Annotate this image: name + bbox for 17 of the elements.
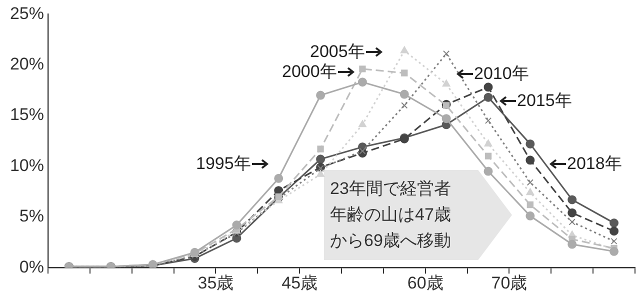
- series-label: 2005年: [310, 41, 365, 63]
- y-tick-label: 25%: [10, 4, 44, 23]
- x-tick-label: 60歳: [407, 273, 444, 292]
- y-tick-label: 5%: [19, 206, 44, 226]
- annotation: 23年間で経営者年齢の山は47歳から69歳へ移動: [330, 178, 452, 252]
- series-label: 1995年: [196, 153, 251, 175]
- y-tick-label: 20%: [10, 54, 44, 74]
- series-label: 2018年: [567, 153, 622, 175]
- y-tick-label: 15%: [10, 105, 44, 124]
- x-tick-label: 70歳: [491, 273, 528, 292]
- y-tick-label: 0%: [19, 257, 44, 276]
- x-tick-label: 45歳: [282, 273, 318, 292]
- series-label: 2010年: [474, 63, 529, 85]
- series-label: 2000年: [282, 61, 337, 83]
- series-label: 2015年: [517, 90, 572, 112]
- x-tick-label: 35歳: [198, 273, 234, 292]
- y-tick-label: 10%: [10, 156, 44, 175]
